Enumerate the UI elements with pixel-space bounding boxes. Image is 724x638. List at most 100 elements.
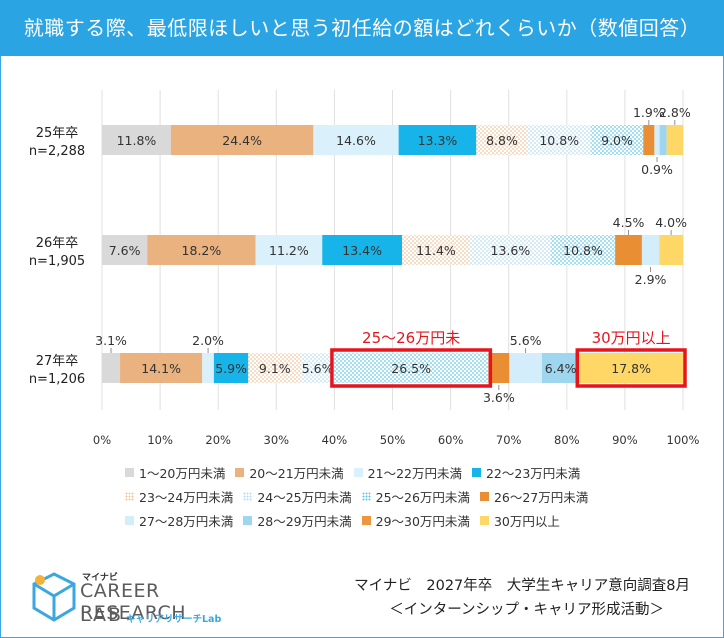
data-label: 4.0%	[655, 215, 687, 230]
data-label: 11.2%	[269, 243, 309, 258]
highlight-box	[330, 348, 493, 388]
legend-swatch	[125, 515, 134, 525]
legend-swatch	[479, 491, 489, 501]
x-tick-label: 40%	[322, 433, 348, 447]
bar-segment	[102, 235, 148, 265]
logo-sub-text: キャリアリサーチLab	[126, 614, 222, 625]
legend-label: 20～21万円未満	[249, 465, 344, 481]
lab-cube-icon	[32, 572, 76, 622]
bar-group: 25年卒 n=2,288 11.8% 24.4% 14.6% 13.3% 8.8% 10.8%…	[29, 105, 691, 177]
legend-row: 23～24万円未満 24～25万円未満 25～26万円未満 26～27万円未満	[125, 484, 645, 508]
bar-segment	[102, 353, 121, 383]
data-label: 5.6%	[302, 361, 334, 376]
legend-label: 22～23万円未満	[485, 465, 581, 481]
chart-title: 就職する際、最低限ほしいと思う初任給の額はどれくらいか（数値回答）	[23, 16, 701, 40]
data-label: 1.9%	[633, 105, 665, 120]
data-label: 9.1%	[259, 361, 291, 376]
legend-swatch	[243, 515, 253, 525]
legend-swatch	[471, 467, 481, 477]
legend-row: 27～28万円未満 28～29万円未満 29～30万円未満 30万円以上	[125, 508, 645, 532]
legend-label: 25～26万円未満	[375, 489, 470, 505]
legend-item: 21～22万円未満	[353, 463, 462, 482]
bar-segment	[488, 353, 510, 383]
bar-segment	[120, 353, 203, 383]
legend-row: 1～20万円未満 20～21万円未満 21～22万円未満 22～23万円未満	[125, 460, 645, 484]
data-label: 6.4%	[545, 361, 577, 376]
data-label: 10.8%	[539, 133, 579, 148]
bar-segment	[469, 235, 551, 265]
bar-segment	[313, 125, 399, 155]
x-tick-label: 30%	[264, 433, 290, 447]
bar-segment	[659, 125, 667, 155]
data-label: 11.4%	[416, 243, 456, 258]
bar-segment	[322, 235, 403, 265]
highlight-box	[575, 348, 687, 388]
data-label: 7.6%	[109, 243, 141, 258]
legend-label: 23～24万円未満	[139, 489, 234, 505]
category-label: 25年卒	[36, 126, 79, 141]
legend-swatch	[479, 515, 489, 525]
legend-item: 29～30万円未満	[361, 511, 470, 530]
category-label: 26年卒	[36, 236, 79, 251]
legend-label: 28～29万円未満	[257, 513, 352, 529]
data-label: 26.5%	[391, 361, 431, 376]
bar-segment	[509, 353, 542, 383]
legend-swatch	[125, 467, 134, 477]
career-research-lab-logo: マイナビ CAREER RESEARCH LAB キャリアリサーチLab	[30, 568, 260, 628]
x-tick-label: 70%	[496, 433, 522, 447]
x-tick-label: 100%	[667, 433, 700, 447]
bar-group: 26年卒 n=1,905 7.6% 18.2% 11.2% 13.4% 11.4% 13.6%…	[29, 215, 687, 287]
x-tick-label: 60%	[438, 433, 464, 447]
legend-item: 27～28万円未満	[125, 511, 233, 530]
data-label: 11.8%	[117, 133, 157, 148]
data-label: 0.9%	[641, 162, 673, 177]
legend-item: 22～23万円未満	[471, 463, 581, 482]
bar-segment	[170, 125, 314, 155]
category-n-label: n=2,288	[29, 144, 85, 159]
bar-segment	[579, 353, 683, 383]
legend-item: 20～21万円未満	[235, 463, 344, 482]
legend-swatch	[361, 491, 371, 501]
legend-item: 25～26万円未満	[361, 487, 470, 506]
x-tick-label: 10%	[147, 433, 173, 447]
x-tick-label: 0%	[93, 433, 111, 447]
bar-segment	[550, 235, 616, 265]
bar-group: 27年卒 n=1,206 3.1% 14.1% 2.0% 5.9% 9.1% 5.6% 26.5…	[29, 329, 687, 405]
data-label: 2.9%	[635, 272, 667, 287]
legend-swatch	[361, 515, 371, 525]
bar-segment	[654, 125, 660, 155]
legend-item: 28～29万円未満	[243, 511, 352, 530]
bar-segment	[643, 125, 655, 155]
x-tick-label: 90%	[612, 433, 638, 447]
legend-item: 30万円以上	[479, 511, 560, 530]
bar-segment	[476, 125, 528, 155]
bar-segment	[147, 235, 256, 265]
legend-label: 26～27万円未満	[493, 489, 589, 505]
data-label: 8.8%	[486, 133, 518, 148]
data-label: 13.6%	[491, 243, 531, 258]
x-tick-label: 50%	[380, 433, 406, 447]
logo-lab-text: LAB	[80, 604, 124, 626]
legend-item: 26～27万円未満	[479, 487, 589, 506]
bar-segment	[666, 125, 683, 155]
legend-label: 27～28万円未満	[139, 513, 234, 529]
bar-segment	[541, 353, 580, 383]
highlight-label: 25～26万円未	[362, 329, 460, 347]
data-label: 17.8%	[611, 361, 651, 376]
bar-segment	[202, 353, 214, 383]
legend-label: 24～25万円未満	[257, 489, 352, 505]
data-label: 14.1%	[141, 361, 181, 376]
legend-swatch	[235, 467, 245, 477]
bar-segment	[248, 353, 302, 383]
data-label: 4.5%	[613, 215, 645, 230]
data-label: 2.8%	[659, 105, 691, 120]
legend-swatch	[353, 467, 363, 477]
bar-segment	[255, 235, 323, 265]
data-label: 14.6%	[336, 133, 376, 148]
data-label: 10.8%	[563, 243, 603, 258]
x-tick-label: 80%	[554, 433, 580, 447]
category-n-label: n=1,905	[29, 254, 85, 269]
bar-segment	[659, 235, 683, 265]
legend-label: 21～22万円未満	[367, 465, 462, 481]
data-label: 3.6%	[483, 390, 515, 405]
